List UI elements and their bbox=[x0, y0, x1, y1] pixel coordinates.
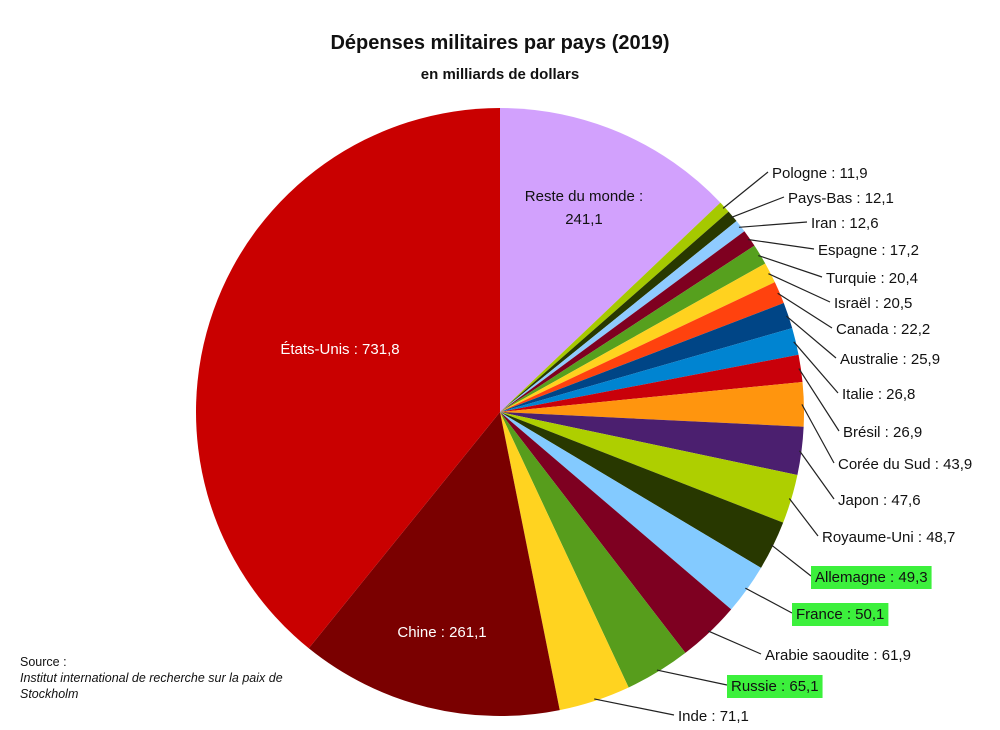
label-espagne: Espagne : 17,2 bbox=[818, 242, 919, 259]
leader-line-turquie bbox=[758, 254, 823, 278]
leader-line-arabie-saoudite bbox=[707, 630, 762, 655]
leader-line-canada bbox=[777, 292, 833, 329]
slice-coree-du-sud bbox=[500, 381, 805, 427]
label-coree-du-sud: Corée du Sud : 43,9 bbox=[838, 456, 972, 473]
slice-allemagne bbox=[500, 412, 784, 568]
slice-arabie-saoudite bbox=[500, 412, 732, 653]
highlight-allemagne bbox=[811, 566, 932, 589]
label-pays-bas: Pays-Bas : 12,1 bbox=[788, 190, 894, 207]
label-reste-du-monde-value: 241,1 bbox=[565, 211, 603, 228]
label-etats-unis: États-Unis : 731,8 bbox=[280, 341, 399, 358]
label-japon: Japon : 47,6 bbox=[838, 492, 921, 509]
label-pologne: Pologne : 11,9 bbox=[772, 165, 868, 182]
label-royaume-uni: Royaume-Uni : 48,7 bbox=[822, 529, 955, 546]
leader-line-royaume-uni bbox=[788, 498, 819, 537]
slice-russie bbox=[500, 412, 686, 688]
slice-pologne bbox=[500, 202, 729, 412]
leader-line-israel bbox=[768, 273, 831, 303]
label-canada: Canada : 22,2 bbox=[836, 321, 930, 338]
highlight-france bbox=[792, 603, 889, 626]
leader-line-bresil bbox=[798, 368, 840, 432]
slice-israel bbox=[500, 263, 775, 412]
slice-espagne bbox=[500, 231, 755, 412]
leader-line-pologne bbox=[722, 171, 769, 209]
leader-line-russie bbox=[656, 669, 728, 686]
chart-title: Dépenses militaires par pays (2019) bbox=[330, 32, 670, 54]
leader-line-france bbox=[745, 587, 793, 614]
source-note: Source : Institut international de reche… bbox=[20, 654, 320, 702]
leader-line-inde bbox=[594, 698, 675, 716]
label-russie: Russie : 65,1 bbox=[731, 678, 819, 695]
label-italie: Italie : 26,8 bbox=[842, 386, 915, 403]
leader-line-iran bbox=[738, 221, 808, 228]
source-text: Institut international de recherche sur … bbox=[20, 671, 283, 701]
leader-line-espagne bbox=[747, 238, 815, 250]
leader-line-pays-bas bbox=[730, 196, 785, 219]
slice-reste-du-monde bbox=[500, 108, 721, 412]
label-allemagne: Allemagne : 49,3 bbox=[815, 569, 928, 586]
leader-line-australie bbox=[785, 315, 837, 359]
leader-line-japon bbox=[799, 450, 835, 500]
slice-bresil bbox=[500, 354, 803, 412]
slice-france bbox=[500, 412, 762, 610]
leader-line-coree-du-sud bbox=[801, 404, 835, 464]
leader-line-allemagne bbox=[770, 544, 812, 577]
highlight-russie bbox=[727, 675, 823, 698]
slice-etats-unis bbox=[195, 108, 500, 649]
slice-pays-bas bbox=[500, 211, 737, 412]
label-chine: Chine : 261,1 bbox=[397, 624, 486, 641]
slice-iran bbox=[500, 221, 745, 412]
slice-australie bbox=[500, 302, 793, 412]
slice-turquie bbox=[500, 245, 766, 412]
source-label: Source : bbox=[20, 655, 67, 669]
label-bresil: Brésil : 26,9 bbox=[843, 424, 922, 441]
label-france: France : 50,1 bbox=[796, 606, 884, 623]
label-reste-du-monde: Reste du monde : bbox=[525, 188, 643, 205]
slice-royaume-uni bbox=[500, 412, 798, 523]
label-israel: Israël : 20,5 bbox=[834, 295, 912, 312]
label-turquie: Turquie : 20,4 bbox=[826, 270, 918, 287]
slice-inde bbox=[500, 412, 629, 711]
chart-subtitle: en milliards de dollars bbox=[420, 66, 580, 83]
label-arabie-saoudite: Arabie saoudite : 61,9 bbox=[765, 647, 911, 664]
slice-chine bbox=[308, 412, 560, 716]
label-iran: Iran : 12,6 bbox=[811, 215, 879, 232]
slice-japon bbox=[500, 412, 804, 475]
leader-line-italie bbox=[793, 341, 839, 394]
label-australie: Australie : 25,9 bbox=[840, 351, 940, 368]
slice-italie bbox=[500, 328, 799, 412]
slice-canada bbox=[500, 282, 784, 412]
label-inde: Inde : 71,1 bbox=[678, 708, 749, 725]
